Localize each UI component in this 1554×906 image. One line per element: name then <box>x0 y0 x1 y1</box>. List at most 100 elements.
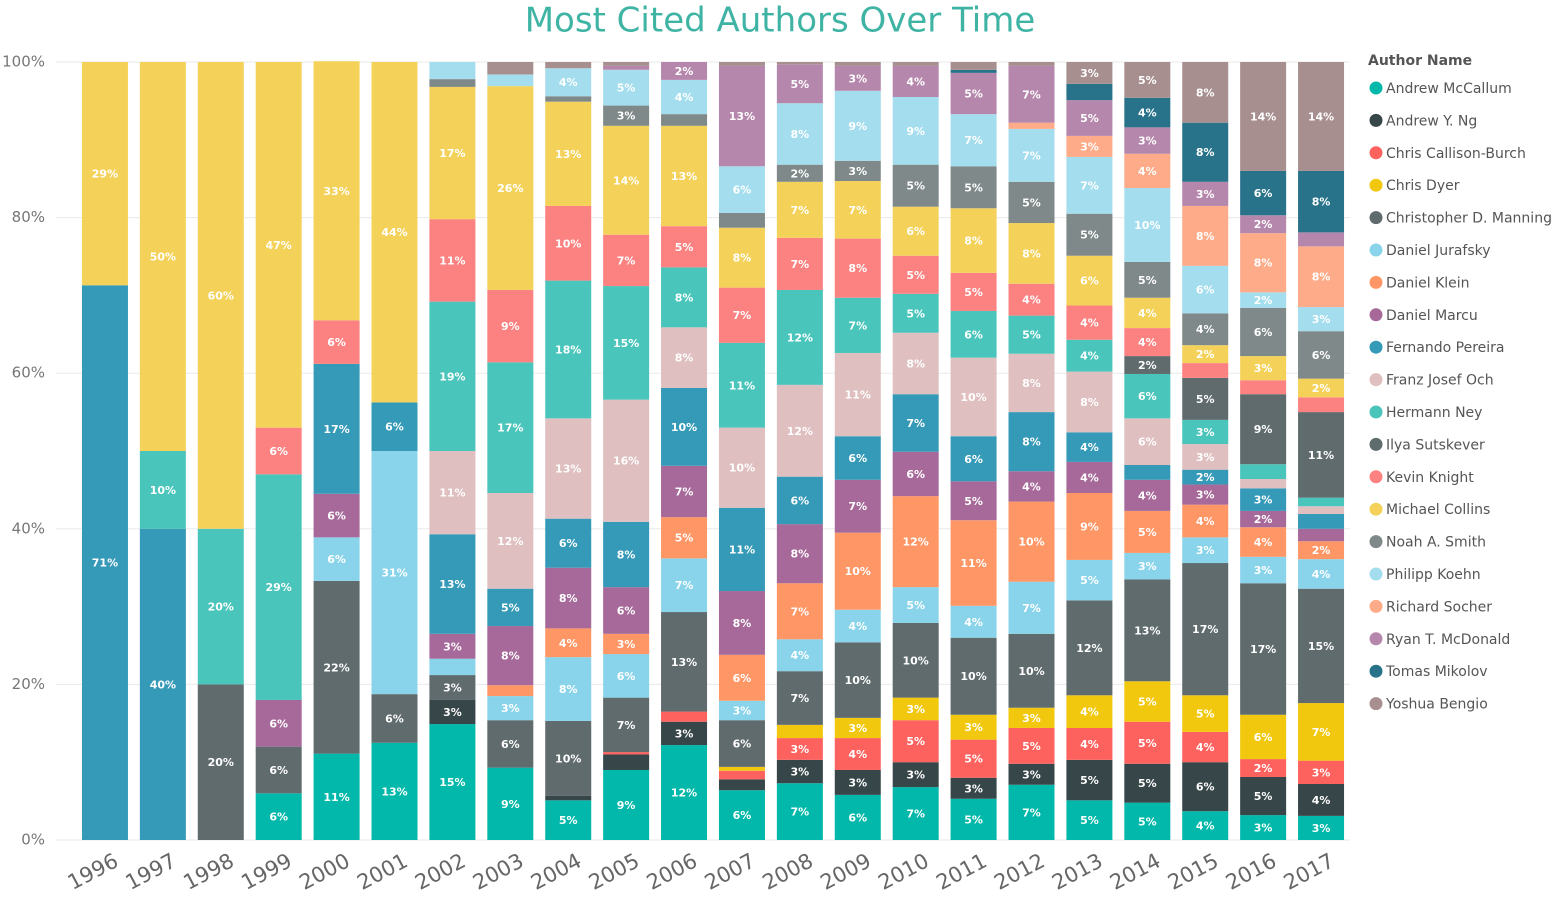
legend-label: Fernando Pereira <box>1386 340 1504 356</box>
data-label: 16% <box>613 455 639 468</box>
bar-segment <box>661 465 708 518</box>
bar-segment <box>1066 695 1113 728</box>
legend-marker <box>1369 632 1383 646</box>
chart-title: Most Cited Authors Over Time <box>525 1 1036 41</box>
bar-segment <box>1298 760 1345 784</box>
bar-segment <box>892 293 939 333</box>
bar-segment <box>1240 556 1287 584</box>
legend-title: Author Name <box>1368 53 1472 69</box>
legend-label: Hermann Ney <box>1386 405 1482 421</box>
bar-segment <box>950 637 997 715</box>
data-label: 17% <box>1250 643 1276 656</box>
bar-segment <box>81 285 128 840</box>
data-label: 6% <box>327 553 346 566</box>
bar-segment <box>1240 759 1287 777</box>
bar-segment <box>1182 265 1229 314</box>
bar-segment <box>487 626 534 686</box>
data-label: 5% <box>1138 74 1157 87</box>
data-label: 6% <box>791 494 810 507</box>
data-label: 13% <box>555 463 581 476</box>
legend-label: Daniel Marcu <box>1386 308 1478 324</box>
data-label: 3% <box>1254 822 1273 835</box>
bar-segment <box>950 798 997 840</box>
data-label: 4% <box>1196 820 1215 833</box>
legend-label: Michael Collins <box>1386 502 1490 518</box>
bar-segment <box>834 297 881 353</box>
bar-segment <box>834 769 881 795</box>
bar-segment <box>661 745 708 840</box>
bar-segment <box>892 762 939 788</box>
data-label: 7% <box>791 605 810 618</box>
bar-segment <box>313 580 360 754</box>
data-label: 7% <box>733 309 752 322</box>
bar-segment <box>1066 800 1113 840</box>
data-label: 6% <box>327 510 346 523</box>
data-label: 4% <box>1196 323 1215 336</box>
data-label: 50% <box>150 251 176 264</box>
bar-segment <box>371 451 418 695</box>
data-label: 6% <box>327 336 346 349</box>
bar-segment <box>718 779 765 791</box>
data-label: 71% <box>92 557 118 570</box>
bar-segment <box>487 696 534 721</box>
bar-segment <box>429 724 476 840</box>
x-tick-label: 2006 <box>643 849 701 895</box>
x-tick-label: 2001 <box>353 849 411 895</box>
bar-segment <box>1298 62 1345 171</box>
data-label: 2% <box>1254 513 1273 526</box>
data-label: 4% <box>1138 336 1157 349</box>
bar-segment <box>429 62 476 80</box>
data-label: 7% <box>1312 726 1331 739</box>
bar-segment <box>487 685 534 697</box>
data-label: 8% <box>1080 396 1099 409</box>
data-label: 20% <box>208 756 234 769</box>
x-tick-label: 2008 <box>759 849 817 895</box>
legend-label: Kevin Knight <box>1386 470 1474 486</box>
data-label: 5% <box>1022 196 1041 209</box>
bar-segment <box>197 62 244 529</box>
data-label: 7% <box>848 319 867 332</box>
bar-segment <box>834 642 881 718</box>
legend-marker <box>1369 567 1383 581</box>
data-label: 6% <box>269 811 288 824</box>
bar-segment <box>429 658 476 676</box>
bar-segment <box>1008 65 1055 123</box>
bar-segment <box>545 795 592 801</box>
data-label: 17% <box>439 147 465 160</box>
data-label: 4% <box>1080 471 1099 484</box>
data-label: 6% <box>964 453 983 466</box>
bar-segment <box>603 234 650 287</box>
data-label: 5% <box>1254 790 1273 803</box>
bar-segment <box>1008 471 1055 502</box>
data-label: 8% <box>1254 257 1273 270</box>
data-label: 10% <box>729 462 755 475</box>
data-label: 3% <box>1138 135 1157 148</box>
bar-segment <box>1066 461 1113 494</box>
bar-segment <box>1298 514 1345 529</box>
data-label: 4% <box>1080 350 1099 363</box>
bar-segment <box>776 62 823 65</box>
bar-segment <box>545 68 592 97</box>
bar-segment <box>255 746 302 794</box>
data-label: 13% <box>671 656 697 669</box>
bar-segment <box>545 101 592 206</box>
legend-marker <box>1369 437 1383 451</box>
bar-segment <box>1182 484 1229 505</box>
data-label: 7% <box>675 485 694 498</box>
bar-segment <box>661 387 708 466</box>
bar-segment <box>313 493 360 538</box>
bar-segment <box>892 622 939 698</box>
bar-segment <box>950 357 997 437</box>
x-tick-label: 2017 <box>1280 849 1338 895</box>
bar-segment <box>1124 479 1171 511</box>
data-label: 5% <box>1138 526 1157 539</box>
data-label: 4% <box>848 748 867 761</box>
legend-marker <box>1369 146 1383 160</box>
bar-segment <box>1066 100 1113 136</box>
bar-segment <box>1008 784 1055 840</box>
data-label: 4% <box>1138 489 1157 502</box>
data-label: 3% <box>443 640 462 653</box>
data-label: 8% <box>1196 230 1215 243</box>
bar-segment <box>487 493 534 589</box>
data-label: 11% <box>1308 449 1334 462</box>
